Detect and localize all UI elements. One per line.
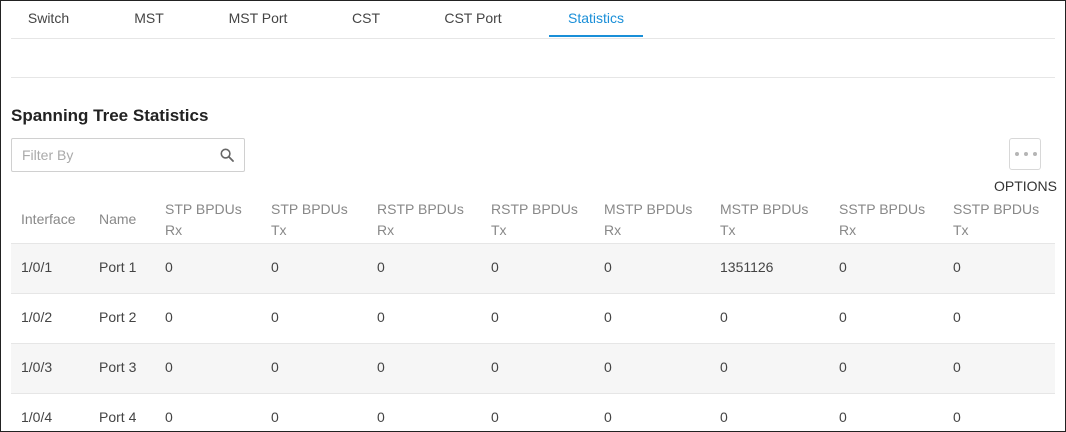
cell-rstp-rx: 0	[377, 259, 385, 275]
cell-name: Port 3	[99, 359, 137, 375]
table-row[interactable]: 1/0/4 Port 4 0 0 0 0 0 0 0 0	[11, 393, 1055, 431]
search-icon[interactable]	[220, 148, 234, 162]
cell-stp-tx: 0	[271, 259, 279, 275]
header-sstp-rx[interactable]: SSTP BPDUs Rx	[839, 201, 926, 238]
cell-mstp-tx: 0	[720, 359, 728, 375]
header-name[interactable]: Name	[99, 211, 137, 227]
cell-interface: 1/0/4	[21, 409, 53, 425]
cell-sstp-rx: 0	[839, 359, 847, 375]
cell-rstp-rx: 0	[377, 359, 385, 375]
cell-rstp-tx: 0	[491, 359, 499, 375]
header-rstp-tx[interactable]: RSTP BPDUs Tx	[491, 201, 578, 238]
cell-mstp-tx: 0	[720, 309, 728, 325]
cell-interface: 1/0/2	[21, 309, 53, 325]
cell-sstp-tx: 0	[953, 409, 961, 425]
header-mstp-tx[interactable]: MSTP BPDUs Tx	[720, 201, 809, 238]
cell-stp-tx: 0	[271, 409, 279, 425]
cell-sstp-rx: 0	[839, 259, 847, 275]
cell-sstp-tx: 0	[953, 309, 961, 325]
header-stp-rx[interactable]: STP BPDUs Rx	[165, 201, 242, 238]
cell-sstp-tx: 0	[953, 359, 961, 375]
cell-mstp-rx: 0	[604, 309, 612, 325]
filter-input[interactable]	[12, 139, 222, 171]
cell-interface: 1/0/3	[21, 359, 53, 375]
cell-rstp-rx: 0	[377, 409, 385, 425]
cell-mstp-rx: 0	[604, 409, 612, 425]
header-sstp-tx[interactable]: SSTP BPDUs Tx	[953, 201, 1040, 238]
header-mstp-rx[interactable]: MSTP BPDUs Rx	[604, 201, 693, 238]
table-row[interactable]: 1/0/1 Port 1 0 0 0 0 0 1351126 0 0	[11, 243, 1055, 294]
tab-mst[interactable]: MST	[134, 10, 164, 26]
options-button[interactable]	[1009, 138, 1041, 170]
cell-sstp-rx: 0	[839, 409, 847, 425]
table-row[interactable]: 1/0/2 Port 2 0 0 0 0 0 0 0 0	[11, 293, 1055, 344]
cell-interface: 1/0/1	[21, 259, 53, 275]
tab-cst-port[interactable]: CST Port	[444, 10, 502, 26]
header-rstp-rx[interactable]: RSTP BPDUs Rx	[377, 201, 464, 238]
tab-switch[interactable]: Switch	[27, 10, 70, 26]
cell-mstp-tx: 0	[720, 409, 728, 425]
header-stp-tx[interactable]: STP BPDUs Tx	[271, 201, 348, 238]
cell-stp-rx: 0	[165, 259, 173, 275]
cell-mstp-tx: 1351126	[720, 259, 774, 275]
cell-rstp-rx: 0	[377, 309, 385, 325]
cell-rstp-tx: 0	[491, 409, 499, 425]
cell-sstp-rx: 0	[839, 309, 847, 325]
cell-mstp-rx: 0	[604, 259, 612, 275]
cell-sstp-tx: 0	[953, 259, 961, 275]
tab-mst-port[interactable]: MST Port	[228, 10, 288, 26]
section-title: Spanning Tree Statistics	[11, 106, 209, 125]
header-interface[interactable]: Interface	[21, 211, 76, 227]
cell-rstp-tx: 0	[491, 259, 499, 275]
cell-stp-rx: 0	[165, 409, 173, 425]
cell-name: Port 2	[99, 309, 137, 325]
cell-rstp-tx: 0	[491, 309, 499, 325]
cell-stp-tx: 0	[271, 359, 279, 375]
tab-statistics[interactable]: Statistics	[549, 1, 643, 37]
cell-stp-tx: 0	[271, 309, 279, 325]
cell-stp-rx: 0	[165, 309, 173, 325]
table-row[interactable]: 1/0/3 Port 3 0 0 0 0 0 0 0 0	[11, 343, 1055, 394]
cell-stp-rx: 0	[165, 359, 173, 375]
cell-mstp-rx: 0	[604, 359, 612, 375]
cell-name: Port 4	[99, 409, 137, 425]
filter-box	[11, 138, 245, 172]
tab-cst[interactable]: CST	[352, 10, 380, 26]
more-horizontal-icon	[1015, 152, 1037, 156]
cell-name: Port 1	[99, 259, 137, 275]
tab-bar: Switch MST MST Port CST CST Port Statist…	[11, 1, 1055, 39]
options-label[interactable]: OPTIONS	[993, 178, 1057, 194]
divider	[11, 77, 1055, 78]
